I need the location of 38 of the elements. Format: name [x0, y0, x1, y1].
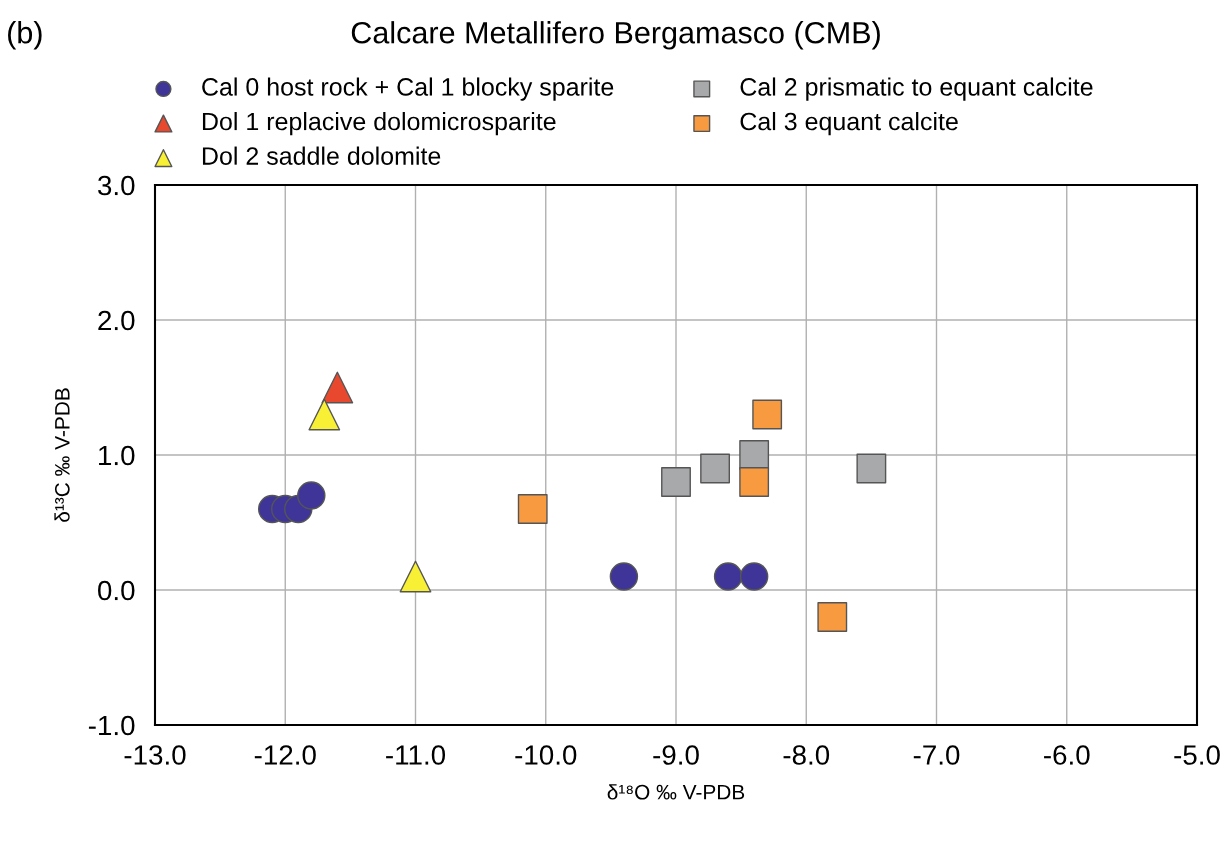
- chart-title: Calcare Metallifero Bergamasco (CMB): [351, 21, 880, 50]
- x-tick-label: -7.0: [913, 745, 960, 765]
- point: [713, 562, 743, 591]
- x-tick-label: -10.0: [515, 745, 577, 765]
- point: [856, 453, 887, 484]
- point: [739, 467, 770, 497]
- legend-label: Dol 1 replacive dolomicrosparite: [202, 111, 556, 136]
- x-tick-label: -6.0: [1044, 745, 1090, 765]
- x-tick-label: -13.0: [124, 745, 186, 765]
- x-tick-label: -8.0: [783, 745, 830, 765]
- point: [700, 453, 731, 484]
- point: [297, 481, 326, 510]
- y-tick-label: -1.0: [88, 715, 135, 736]
- point: [752, 399, 783, 430]
- y-axis-title: δ¹³C ‰ V-PDB: [54, 388, 70, 522]
- x-axis-title: δ¹⁸O ‰ V-PDB: [607, 784, 745, 800]
- y-tick-label: 3.0: [98, 175, 135, 196]
- point: [321, 371, 354, 404]
- x-tick-label: -5.0: [1174, 745, 1220, 765]
- text: (b): [8, 21, 42, 50]
- point: [739, 562, 769, 591]
- point: [399, 560, 432, 593]
- point: [739, 440, 770, 470]
- point: [817, 602, 848, 632]
- x-tick-label: -12.0: [254, 745, 316, 765]
- point: [308, 398, 341, 431]
- legend-label: Cal 3 equant calcite: [740, 111, 958, 136]
- point: [609, 562, 639, 591]
- point: [517, 494, 548, 524]
- x-tick-label: -9.0: [653, 745, 699, 765]
- y-tick-label: 0.0: [98, 580, 135, 601]
- legend-label: Dol 2 saddle dolomite: [202, 146, 441, 165]
- y-tick-label: 2.0: [98, 310, 135, 331]
- x-tick-label: -11.0: [386, 745, 446, 765]
- legend-label: Cal 0 host rock + Cal 1 blocky sparite: [202, 77, 614, 101]
- legend-label: Cal 2 prismatic to equant calcite: [740, 77, 1093, 101]
- point: [661, 467, 691, 497]
- y-tick-label: 1.0: [99, 445, 135, 466]
